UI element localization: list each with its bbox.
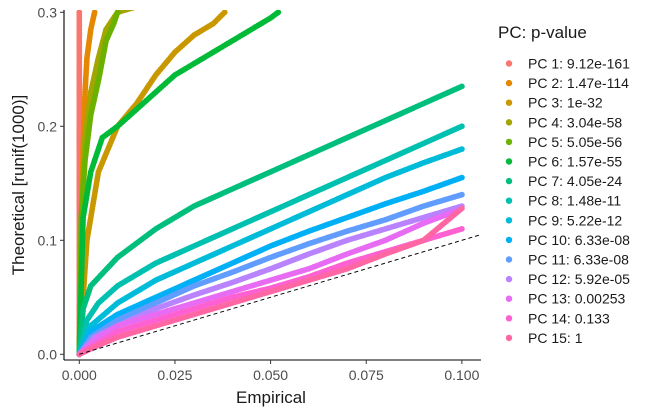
data-point bbox=[221, 10, 228, 16]
series-8 bbox=[76, 123, 465, 358]
legend-key bbox=[505, 315, 513, 322]
legend-label: PC 13: 0.00253 bbox=[528, 291, 626, 307]
data-point bbox=[146, 0, 152, 6]
data-point bbox=[153, 0, 159, 4]
legend-key bbox=[505, 256, 513, 263]
legend-key bbox=[505, 295, 513, 302]
y-axis-title: Theoretical [runif(1000)] bbox=[9, 95, 28, 275]
series-7 bbox=[76, 83, 465, 358]
data-point bbox=[458, 225, 465, 232]
y-tick-label: 0.3 bbox=[38, 4, 58, 20]
data-point bbox=[458, 146, 465, 152]
legend-label: PC 3: 1e-32 bbox=[528, 95, 603, 111]
data-point bbox=[76, 10, 83, 16]
data-point bbox=[160, 0, 166, 2]
data-point bbox=[129, 10, 135, 11]
legend-key bbox=[505, 79, 513, 87]
legend-label: PC 5: 5.05e-56 bbox=[528, 134, 622, 150]
data-point bbox=[458, 191, 465, 198]
y-tick-label: 0.0 bbox=[38, 346, 58, 362]
legend-label: PC 7: 4.05e-24 bbox=[528, 173, 622, 189]
data-point bbox=[136, 3, 142, 9]
legend-key bbox=[505, 60, 513, 67]
data-point bbox=[162, 0, 168, 1]
legend-label: PC 12: 5.92e-05 bbox=[528, 271, 630, 287]
x-tick-label: 0.100 bbox=[444, 367, 479, 383]
legend-label: PC 4: 3.04e-58 bbox=[528, 114, 622, 130]
legend-key bbox=[505, 217, 513, 224]
data-point bbox=[141, 2, 147, 8]
legend-key bbox=[505, 99, 513, 106]
data-point bbox=[158, 0, 164, 2]
legend-label: PC 9: 5.22e-12 bbox=[528, 212, 622, 228]
x-tick-label: 0.075 bbox=[349, 367, 384, 383]
data-point bbox=[134, 4, 140, 10]
legend-label: PC 8: 1.48e-11 bbox=[528, 193, 621, 209]
legend-label: PC 15: 1 bbox=[528, 330, 583, 346]
legend-key bbox=[505, 197, 513, 204]
data-point bbox=[139, 2, 145, 8]
legend-label: PC 11: 6.33e-08 bbox=[528, 252, 629, 268]
x-axis-title: Empirical bbox=[236, 388, 306, 407]
legend-key bbox=[505, 138, 513, 146]
data-point bbox=[133, 10, 136, 11]
series-10 bbox=[76, 174, 465, 358]
legend-label: PC 14: 0.133 bbox=[528, 310, 610, 326]
x-tick-label: 0.050 bbox=[253, 367, 288, 383]
data-point bbox=[458, 205, 465, 212]
legend-label: PC 1: 9.12e-161 bbox=[528, 56, 630, 72]
legend-key bbox=[505, 158, 513, 165]
data-point bbox=[458, 83, 465, 90]
data-point bbox=[91, 10, 98, 16]
data-point bbox=[143, 1, 149, 7]
data-point bbox=[151, 0, 157, 4]
legend-key bbox=[505, 334, 513, 342]
data-point bbox=[458, 123, 465, 130]
axes: 0.000 0.025 0.050 0.075 0.100 0.0 0.1 0.2 0.3 bbox=[38, 4, 481, 383]
legend-key bbox=[505, 275, 513, 283]
data-point bbox=[275, 10, 282, 16]
legend: PC: p-value PC 1: 9.12e-161 PC 2: 1.47e-1… bbox=[498, 23, 630, 346]
legend-key bbox=[505, 177, 513, 185]
data-point bbox=[114, 10, 121, 16]
series-15 bbox=[76, 205, 465, 358]
data-point bbox=[148, 0, 154, 5]
legend-key bbox=[505, 236, 513, 244]
data-point bbox=[458, 174, 465, 181]
x-tick-label: 0.025 bbox=[157, 367, 192, 383]
plot-area bbox=[76, 0, 481, 358]
legend-label: PC 6: 1.57e-55 bbox=[528, 154, 622, 170]
legend-label: PC 10: 6.33e-08 bbox=[528, 232, 630, 248]
y-tick-label: 0.1 bbox=[38, 232, 58, 248]
y-tick-label: 0.2 bbox=[38, 118, 58, 134]
x-tick-label: 0.000 bbox=[62, 367, 97, 383]
data-point bbox=[155, 0, 161, 3]
legend-label: PC 2: 1.47e-114 bbox=[528, 75, 629, 91]
legend-title: PC: p-value bbox=[498, 23, 587, 42]
legend-key bbox=[505, 119, 513, 126]
